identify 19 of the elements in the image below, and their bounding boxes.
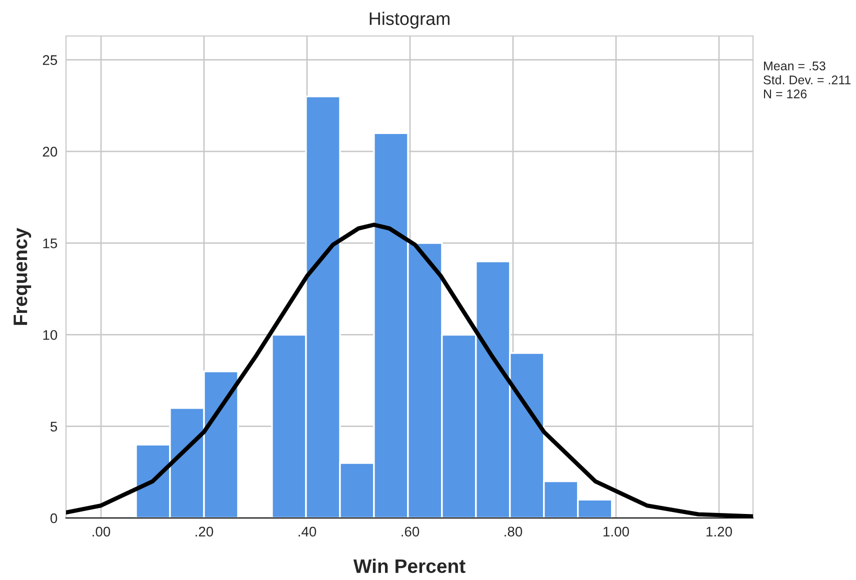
x-tick-label: .40: [298, 526, 316, 537]
y-tick-label: 20: [42, 146, 58, 157]
y-axis-title: Frequency: [14, 228, 32, 325]
y-tick-label: 25: [42, 55, 58, 65]
x-tick-label: 1.00: [604, 526, 629, 537]
x-tick-label: .60: [402, 526, 420, 537]
x-tick-label: 1.20: [706, 526, 732, 537]
text: Mean = .53: [764, 62, 826, 70]
y-tick-label: 0: [50, 513, 58, 524]
y-tick-label: 5: [50, 422, 58, 432]
y-tick-label: 10: [43, 330, 58, 340]
x-tick-label: .00: [92, 526, 110, 537]
x-axis-title: Win Percent: [353, 558, 466, 574]
text: N = 126: [764, 90, 807, 98]
x-tick-label: .20: [196, 526, 214, 537]
chart-title: Histogram: [370, 12, 450, 29]
y-tick-label: 15: [43, 238, 58, 248]
text: Std. Dev. = .211: [764, 75, 851, 84]
x-tick-label: .80: [504, 526, 522, 537]
